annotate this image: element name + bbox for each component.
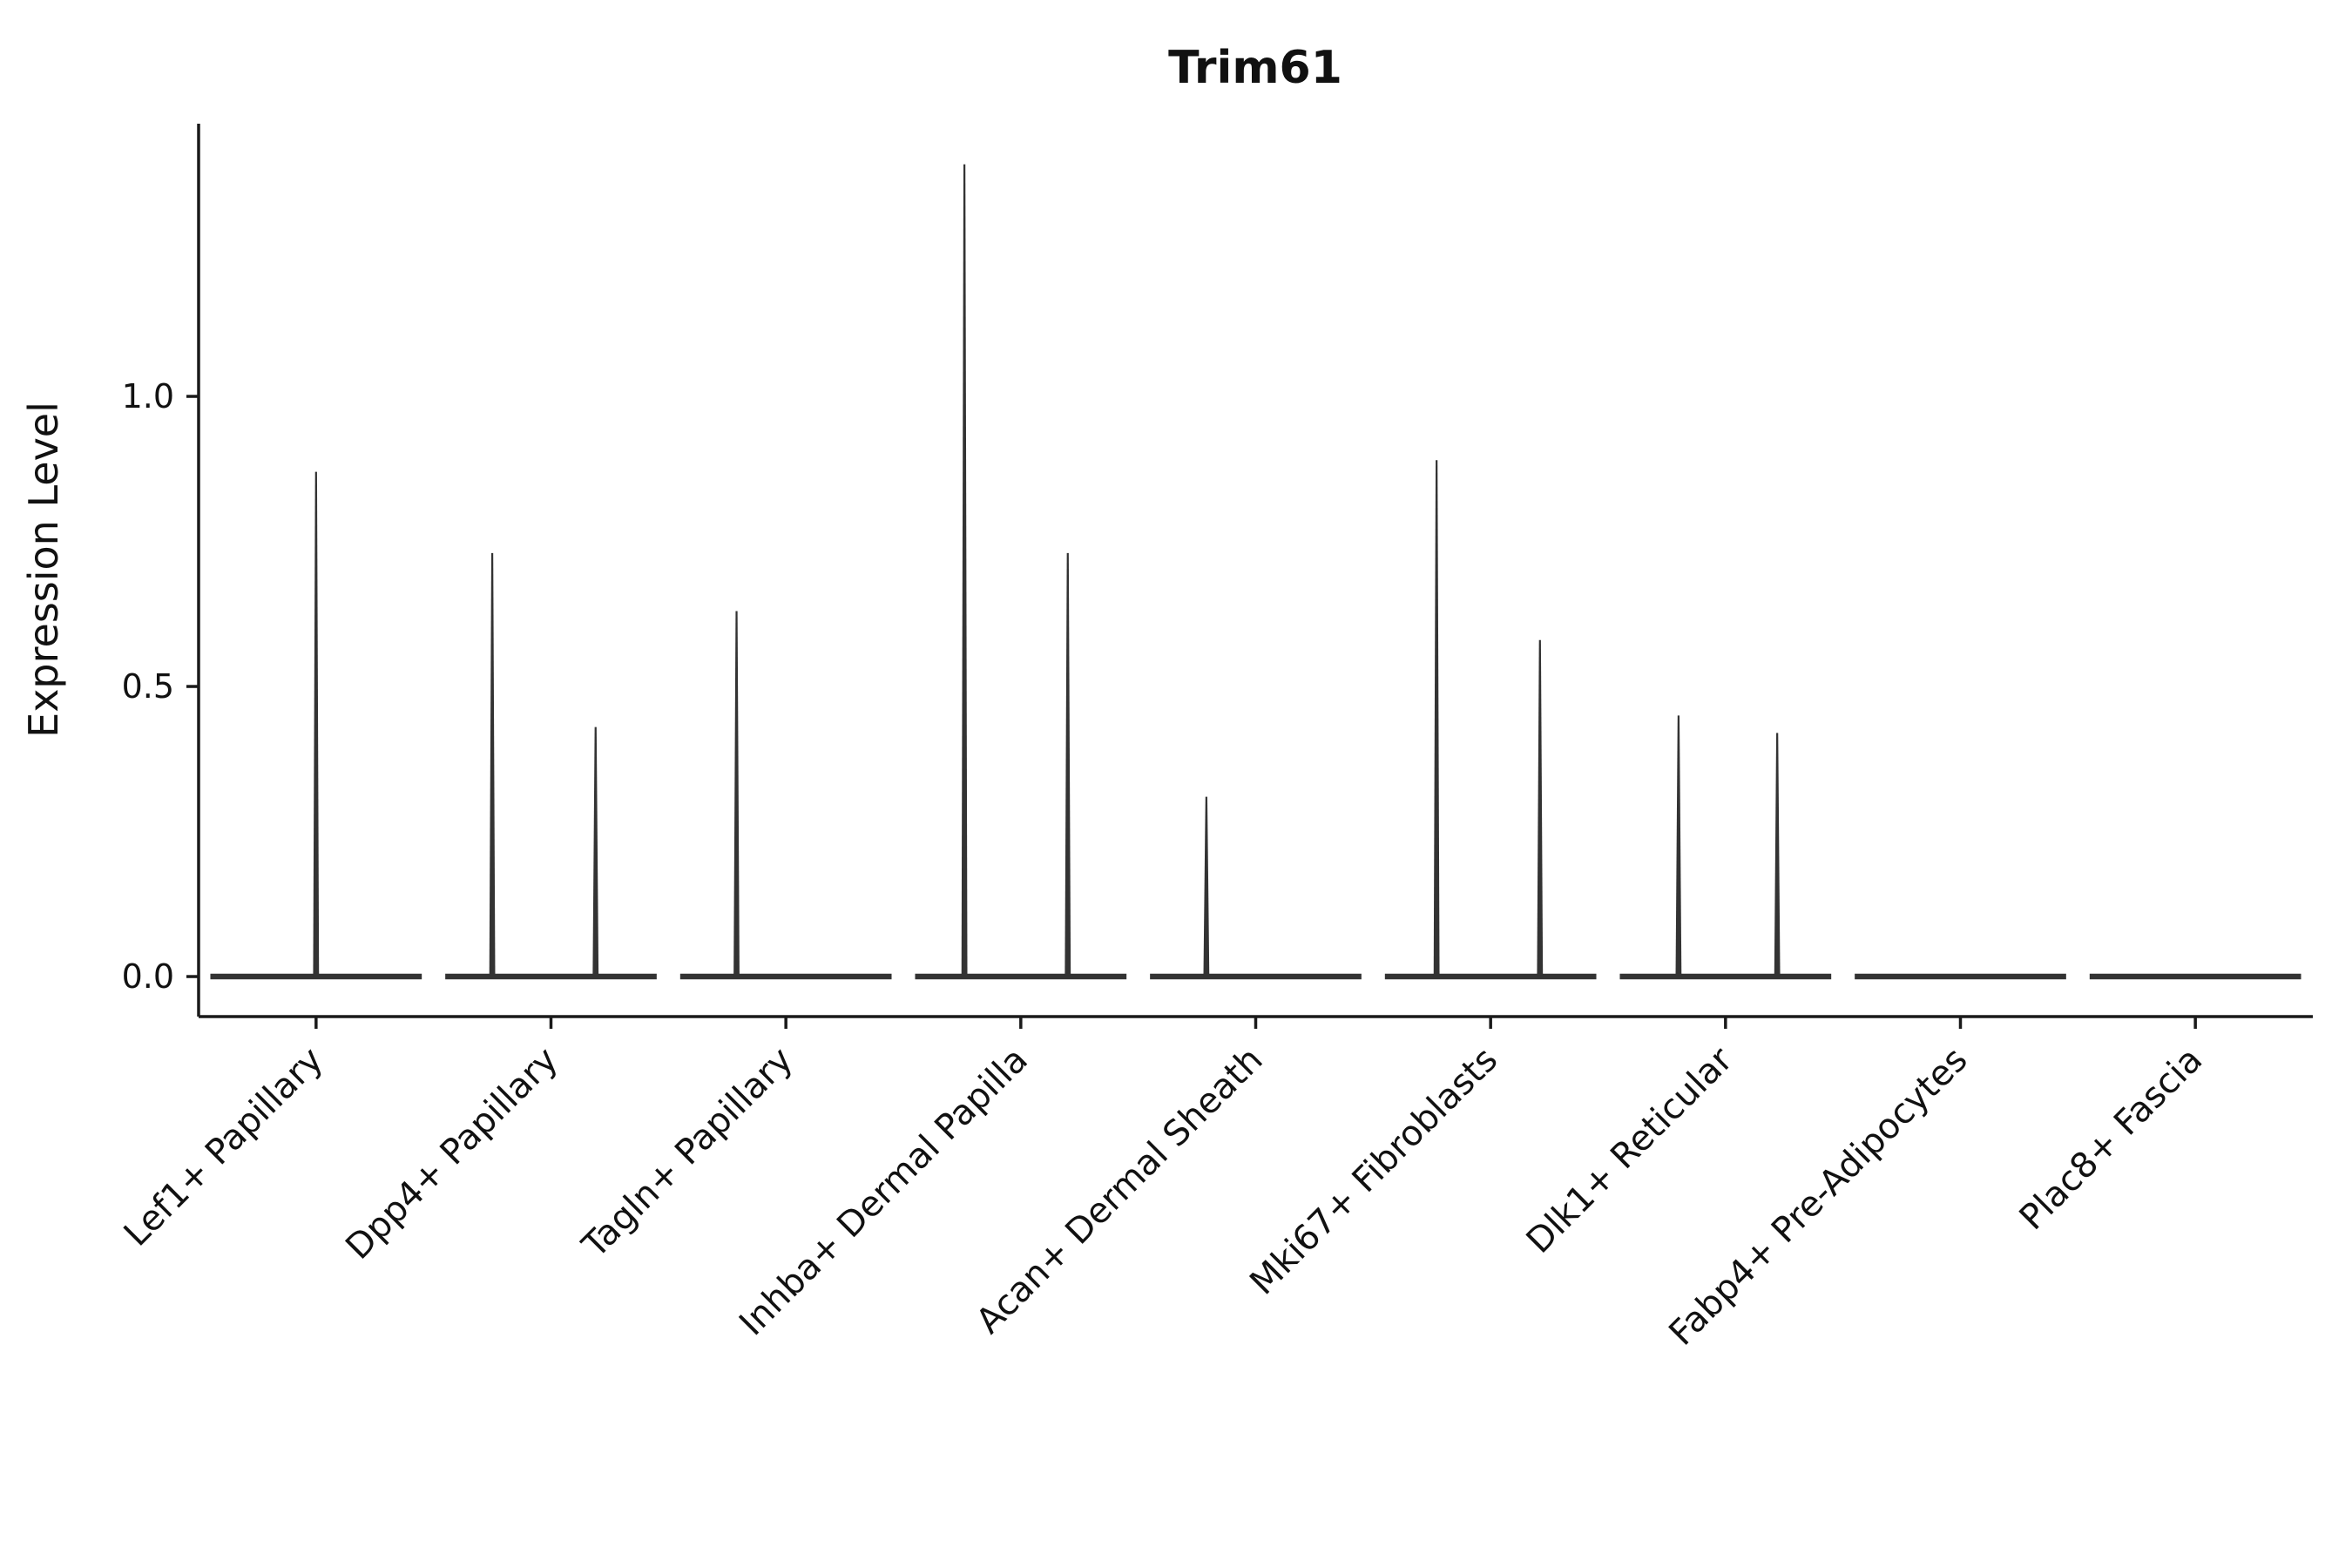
violin-spike xyxy=(313,471,320,977)
violin-spike xyxy=(1537,639,1544,977)
x-tick-label: Plac8+ Fascia xyxy=(2012,1040,2211,1239)
x-tick-label: Lef1+ Papillary xyxy=(117,1040,331,1254)
chart-title: Trim61 xyxy=(1168,42,1342,94)
plot-area: 0.0 0.5 1.0 Lef1+ Papillary Dpp4+ Papillary T… xyxy=(117,124,2313,1354)
x-tick-label: Mki67+ Fibroblasts xyxy=(1242,1040,1505,1303)
x-tick-label: Tagln+ Papillary xyxy=(574,1040,801,1267)
violin-spike xyxy=(1433,460,1440,977)
violin-spike xyxy=(592,727,599,977)
violin-spike xyxy=(1203,796,1210,977)
y-tick-label: 0.0 xyxy=(122,957,174,996)
y-axis-title: Expression Level xyxy=(20,402,67,738)
y-tick-label: 1.0 xyxy=(122,377,174,416)
violin-spike xyxy=(1774,733,1781,977)
x-tick-label: Dpp4+ Papillary xyxy=(338,1040,565,1267)
violin-spike xyxy=(1064,552,1071,977)
violin-spike xyxy=(1675,715,1682,977)
violin-spike xyxy=(489,552,496,977)
violin-spike xyxy=(733,611,740,977)
x-tick-label: Dlk1+ Reticular xyxy=(1519,1039,1741,1261)
y-tick-label: 0.5 xyxy=(122,667,174,706)
violin-spike xyxy=(961,164,968,977)
